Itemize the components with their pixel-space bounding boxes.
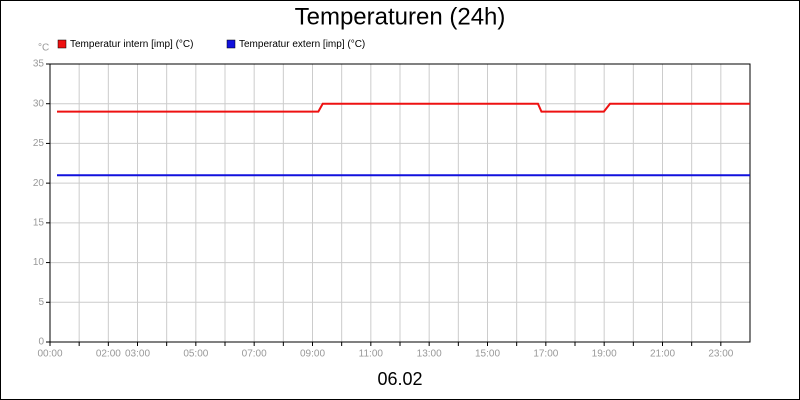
chart-title: Temperaturen (24h)	[295, 3, 506, 30]
plot-border	[49, 63, 751, 343]
line-series	[57, 102, 750, 113]
legend-label: Temperatur intern [imp] (°C)	[70, 39, 193, 50]
x-axis-label: 06.02	[377, 369, 422, 389]
y-tick-label: 30	[33, 98, 45, 109]
x-tick-label: 02:00	[96, 349, 121, 360]
x-tick-label: 13:00	[417, 349, 442, 360]
y-tick-label: 35	[33, 59, 45, 70]
x-tick-label: 03:00	[125, 349, 150, 360]
x-tick-label: 17:00	[533, 349, 558, 360]
x-tick-label: 05:00	[183, 349, 208, 360]
x-tick-label: 19:00	[592, 349, 617, 360]
x-tick-label: 23:00	[708, 349, 733, 360]
x-tick-label: 07:00	[242, 349, 267, 360]
x-tick-label: 00:00	[37, 349, 62, 360]
x-tick-label: 15:00	[475, 349, 500, 360]
y-tick-label: 25	[33, 138, 45, 149]
legend-swatch	[57, 39, 67, 49]
y-axis-label: °C	[38, 43, 49, 54]
y-tick-label: 0	[38, 337, 44, 348]
y-tick-label: 5	[38, 297, 44, 308]
x-tick-label: 11:00	[359, 349, 384, 360]
legend-label: Temperatur extern [imp] (°C)	[239, 39, 365, 50]
legend-swatch	[226, 39, 236, 49]
y-tick-label: 15	[33, 217, 45, 228]
y-tick-label: 10	[33, 257, 45, 268]
x-tick-label: 21:00	[650, 349, 675, 360]
x-tick-label: 09:00	[300, 349, 325, 360]
y-tick-label: 20	[33, 178, 45, 189]
